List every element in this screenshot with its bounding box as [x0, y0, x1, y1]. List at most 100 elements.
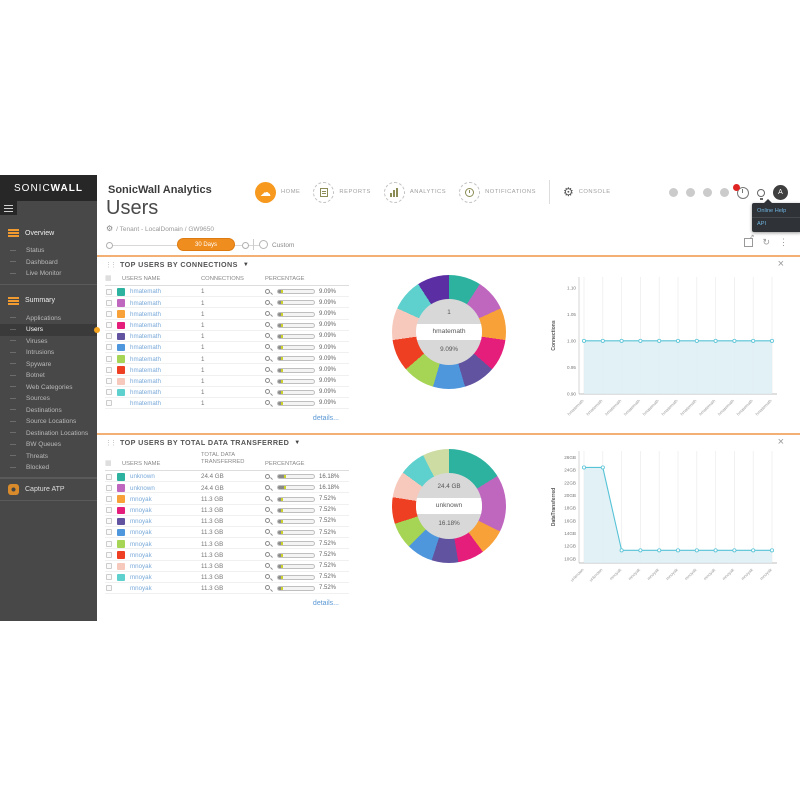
sidebar-item-viruses[interactable]: — Viruses — [0, 336, 97, 348]
row-checkbox[interactable] — [106, 518, 112, 525]
search-icon[interactable] — [265, 299, 270, 305]
row-checkbox[interactable] — [106, 355, 112, 362]
search-icon[interactable] — [265, 355, 270, 361]
table-row[interactable]: hmatemath 1 9.09% — [105, 320, 349, 331]
row-checkbox[interactable] — [106, 310, 112, 317]
table-row[interactable]: hmatemath 1 9.09% — [105, 398, 349, 410]
app-icon-placeholder-2[interactable] — [686, 188, 695, 197]
search-icon[interactable] — [265, 484, 270, 490]
user-link[interactable]: mnoyak — [130, 495, 152, 503]
user-link[interactable]: mnoyak — [130, 540, 152, 548]
sidebar-item-sources[interactable]: — Sources — [0, 393, 97, 405]
row-checkbox[interactable] — [106, 333, 112, 340]
close-icon[interactable]: × — [777, 258, 784, 270]
export-icon[interactable] — [744, 236, 754, 247]
user-link[interactable]: unknown — [130, 473, 155, 481]
table-row[interactable]: hmatemath 1 9.09% — [105, 286, 349, 298]
user-link[interactable]: mnoyak — [130, 506, 152, 514]
sidebar-item-dashboard[interactable]: — Dashboard — [0, 257, 97, 269]
time-range-pill[interactable]: 30 Days — [177, 238, 235, 251]
table-row[interactable]: hmatemath 1 9.09% — [105, 364, 349, 376]
section-header[interactable]: ⋮⋮ TOP USERS BY TOTAL DATA TRANSFERRED ▼ — [105, 438, 301, 447]
details-link[interactable]: details... — [312, 415, 339, 422]
row-checkbox[interactable] — [106, 484, 112, 491]
sidebar-section-summary[interactable]: Summary — [0, 289, 97, 313]
search-icon[interactable] — [265, 495, 270, 501]
user-link[interactable]: mnoyak — [130, 551, 152, 559]
drag-handle-icon[interactable]: ⋮⋮ — [105, 261, 117, 269]
sidebar-item-threats[interactable]: — Threats — [0, 451, 97, 463]
row-checkbox[interactable] — [106, 585, 112, 592]
search-icon[interactable] — [265, 563, 270, 568]
row-checkbox[interactable] — [106, 563, 112, 569]
custom-range-radio[interactable] — [259, 240, 268, 249]
row-checkbox[interactable] — [106, 551, 112, 558]
table-row[interactable]: mnoyak 11.3 GB 7.52% — [105, 493, 349, 505]
user-link[interactable]: unknown — [130, 484, 155, 492]
search-icon[interactable] — [265, 400, 270, 406]
table-row[interactable]: hmatemath 1 9.09% — [105, 376, 349, 387]
data-transferred-donut-chart[interactable]: 24.4 GB unknown 16.18% — [392, 449, 506, 563]
app-icon-placeholder-4[interactable] — [720, 188, 729, 197]
row-checkbox[interactable] — [106, 378, 112, 384]
table-row[interactable]: mnoyak 11.3 GB 7.52% — [105, 538, 349, 550]
table-row[interactable]: mnoyak 11.3 GB 7.52% — [105, 572, 349, 583]
sidebar-item-destination-locations[interactable]: — Destination Locations — [0, 428, 97, 440]
search-icon[interactable] — [265, 507, 270, 513]
table-row[interactable]: hmatemath 1 9.09% — [105, 297, 349, 309]
user-link[interactable]: hmatemath — [130, 366, 161, 374]
sidebar-item-applications[interactable]: — Applications — [0, 313, 97, 325]
kebab-menu-icon[interactable]: ⋮ — [779, 237, 788, 247]
table-row[interactable]: mnoyak 11.3 GB 7.52% — [105, 516, 349, 527]
row-checkbox[interactable] — [106, 288, 112, 295]
help-menu-api[interactable]: API — [757, 221, 767, 227]
user-link[interactable]: hmatemath — [130, 377, 161, 385]
nav-home[interactable]: ☁ HOME — [255, 181, 300, 203]
user-link[interactable]: mnoyak — [130, 574, 152, 582]
row-checkbox[interactable] — [106, 389, 112, 396]
user-link[interactable]: hmatemath — [130, 321, 161, 329]
sidebar-item-source-locations[interactable]: — Source Locations — [0, 416, 97, 428]
user-link[interactable]: hmatemath — [130, 310, 161, 318]
user-link[interactable]: hmatemath — [130, 333, 161, 341]
table-row[interactable]: mnoyak 11.3 GB 7.52% — [105, 561, 349, 572]
table-row[interactable]: hmatemath 1 9.09% — [105, 387, 349, 398]
table-row[interactable]: mnoyak 11.3 GB 7.52% — [105, 527, 349, 539]
lightbulb-help-icon[interactable] — [757, 188, 765, 200]
sidebar-item-intrusions[interactable]: — Intrusions — [0, 347, 97, 359]
grid-icon[interactable]: ▦ — [105, 275, 112, 282]
nav-analytics[interactable]: ANALYTICS — [383, 181, 446, 203]
search-icon[interactable] — [265, 344, 270, 350]
drag-handle-icon[interactable]: ⋮⋮ — [105, 439, 117, 447]
connections-donut-chart[interactable]: 1 hmatemath 9.09% — [392, 275, 506, 389]
row-checkbox[interactable] — [106, 400, 112, 407]
row-checkbox[interactable] — [106, 540, 112, 547]
search-icon[interactable] — [265, 574, 270, 580]
table-row[interactable]: unknown 24.4 GB 16.18% — [105, 482, 349, 494]
section-header[interactable]: ⋮⋮ TOP USERS BY CONNECTIONS ▼ — [105, 260, 249, 269]
sidebar-item-status[interactable]: — Status — [0, 245, 97, 257]
sidebar-section-overview[interactable]: Overview — [0, 221, 97, 245]
table-row[interactable]: mnoyak 11.3 GB 7.52% — [105, 583, 349, 595]
search-icon[interactable] — [265, 322, 270, 328]
notifications-alarm-icon[interactable] — [733, 183, 749, 199]
row-checkbox[interactable] — [106, 299, 112, 306]
close-icon[interactable]: × — [777, 436, 784, 448]
search-icon[interactable] — [265, 529, 270, 535]
row-checkbox[interactable] — [106, 322, 112, 329]
details-link[interactable]: details... — [312, 600, 339, 607]
refresh-icon[interactable]: ↻ — [762, 237, 770, 247]
sidebar-item-botnet[interactable]: — Botnet — [0, 370, 97, 382]
app-icon-placeholder-1[interactable] — [669, 188, 678, 197]
user-link[interactable]: mnoyak — [130, 562, 152, 570]
search-icon[interactable] — [265, 310, 270, 316]
sidebar-collapse-button[interactable] — [0, 201, 17, 215]
avatar[interactable]: A — [773, 185, 788, 200]
sidebar-item-live-monitor[interactable]: — Live Monitor — [0, 268, 97, 280]
sidebar-item-web-categories[interactable]: — Web Categories — [0, 382, 97, 394]
sidebar-item-destinations[interactable]: — Destinations — [0, 405, 97, 417]
user-link[interactable]: hmatemath — [130, 400, 161, 408]
app-icon-placeholder-3[interactable] — [703, 188, 712, 197]
row-checkbox[interactable] — [106, 473, 112, 480]
